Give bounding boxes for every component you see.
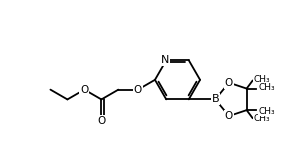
Text: CH₃: CH₃	[258, 107, 275, 116]
Text: O: O	[97, 116, 106, 126]
Text: CH₃: CH₃	[258, 83, 275, 92]
Text: CH₃: CH₃	[253, 75, 270, 84]
Text: O: O	[80, 85, 88, 95]
Text: O: O	[225, 111, 233, 121]
Text: CH₃: CH₃	[253, 114, 270, 123]
Text: O: O	[134, 85, 142, 95]
Text: B: B	[211, 94, 219, 104]
Text: N: N	[161, 55, 170, 65]
Text: O: O	[225, 78, 233, 88]
